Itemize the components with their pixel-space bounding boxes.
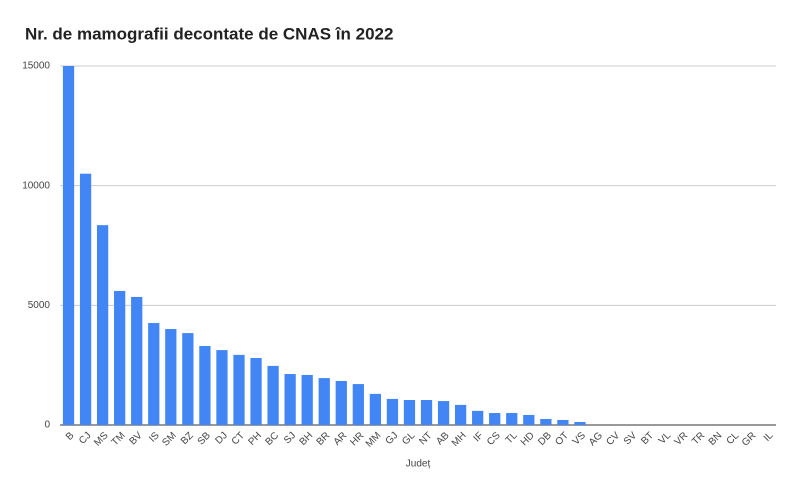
bar (472, 410, 484, 425)
x-tick-label: CS (485, 430, 503, 448)
x-tick-label: BH (298, 430, 316, 448)
bar (79, 173, 92, 425)
x-tick-label: GL (400, 430, 418, 448)
x-tick-label: SJ (282, 430, 298, 446)
x-tick-label: VR (673, 430, 691, 448)
bar (369, 393, 382, 425)
bar (318, 378, 330, 425)
x-tick-label: VL (657, 430, 674, 447)
bar (523, 414, 535, 425)
x-tick-label: BC (263, 430, 281, 448)
bar (454, 404, 467, 425)
x-tick-label: SB (196, 430, 213, 447)
x-tick-label: MM (364, 430, 384, 450)
x-tick-label: AR (332, 430, 350, 448)
bar (233, 354, 245, 425)
bar (506, 413, 518, 425)
x-tick-label: BT (639, 430, 656, 447)
bar (131, 296, 143, 425)
x-tick-label: CL (725, 430, 742, 447)
bar (574, 422, 586, 425)
x-tick-label: CV (604, 430, 622, 448)
bar (96, 225, 109, 425)
x-tick-label: BN (707, 430, 725, 448)
bar (267, 365, 279, 425)
x-tick-label: DJ (214, 430, 230, 446)
x-tick-label: TR (690, 430, 707, 447)
x-tick-label: PH (246, 430, 264, 448)
x-tick-label: IF (472, 430, 486, 444)
bar (489, 413, 501, 425)
x-tick-label: IS (147, 430, 162, 445)
bar (114, 290, 126, 425)
x-tick-label: SV (622, 430, 639, 447)
y-tick-label: 15000 (22, 61, 50, 72)
x-tick-label: NT (417, 430, 434, 447)
bar (403, 399, 416, 425)
x-tick-label: CT (230, 430, 247, 447)
x-tick-label: CJ (77, 430, 93, 446)
bar (250, 357, 262, 425)
x-tick-label: AB (434, 430, 451, 447)
x-tick-label: AG (587, 430, 605, 448)
bar (199, 346, 211, 425)
x-tick-label: HD (519, 430, 537, 448)
bar (182, 333, 194, 425)
x-tick-label: IL (762, 430, 776, 444)
x-tick-label: BR (315, 430, 333, 448)
bar (62, 66, 75, 425)
y-tick-label: 0 (44, 420, 50, 431)
bar (420, 399, 433, 425)
chart-title: Nr. de mamografii decontate de CNAS în 2… (25, 24, 393, 43)
x-tick-label: MS (92, 430, 111, 449)
bar (148, 323, 160, 425)
bar (386, 398, 399, 425)
x-tick-label: VS (571, 430, 588, 447)
bar (216, 350, 228, 425)
x-tick-label: GJ (384, 430, 401, 447)
x-axis-label: Județ (406, 459, 431, 470)
x-tick-label: BZ (179, 430, 196, 447)
x-tick-label: SM (160, 430, 178, 448)
bar (437, 401, 450, 425)
bar (335, 380, 347, 425)
x-tick-label: B (64, 430, 77, 443)
x-tick-label: BV (127, 430, 144, 447)
x-tick-label: OT (553, 430, 571, 448)
x-tick-label: GR (740, 430, 758, 448)
bar (557, 419, 569, 425)
bar (301, 374, 313, 425)
bar (165, 329, 177, 425)
x-tick-label: MH (450, 430, 469, 449)
bar (284, 374, 296, 425)
x-tick-label: TL (504, 430, 520, 446)
bar (352, 384, 364, 425)
y-tick-label: 5000 (28, 300, 51, 311)
y-tick-label: 10000 (22, 180, 50, 191)
x-tick-label: HR (348, 430, 366, 448)
bar (540, 419, 552, 425)
x-tick-label: DB (536, 430, 554, 448)
x-tick-label: TM (110, 430, 128, 448)
